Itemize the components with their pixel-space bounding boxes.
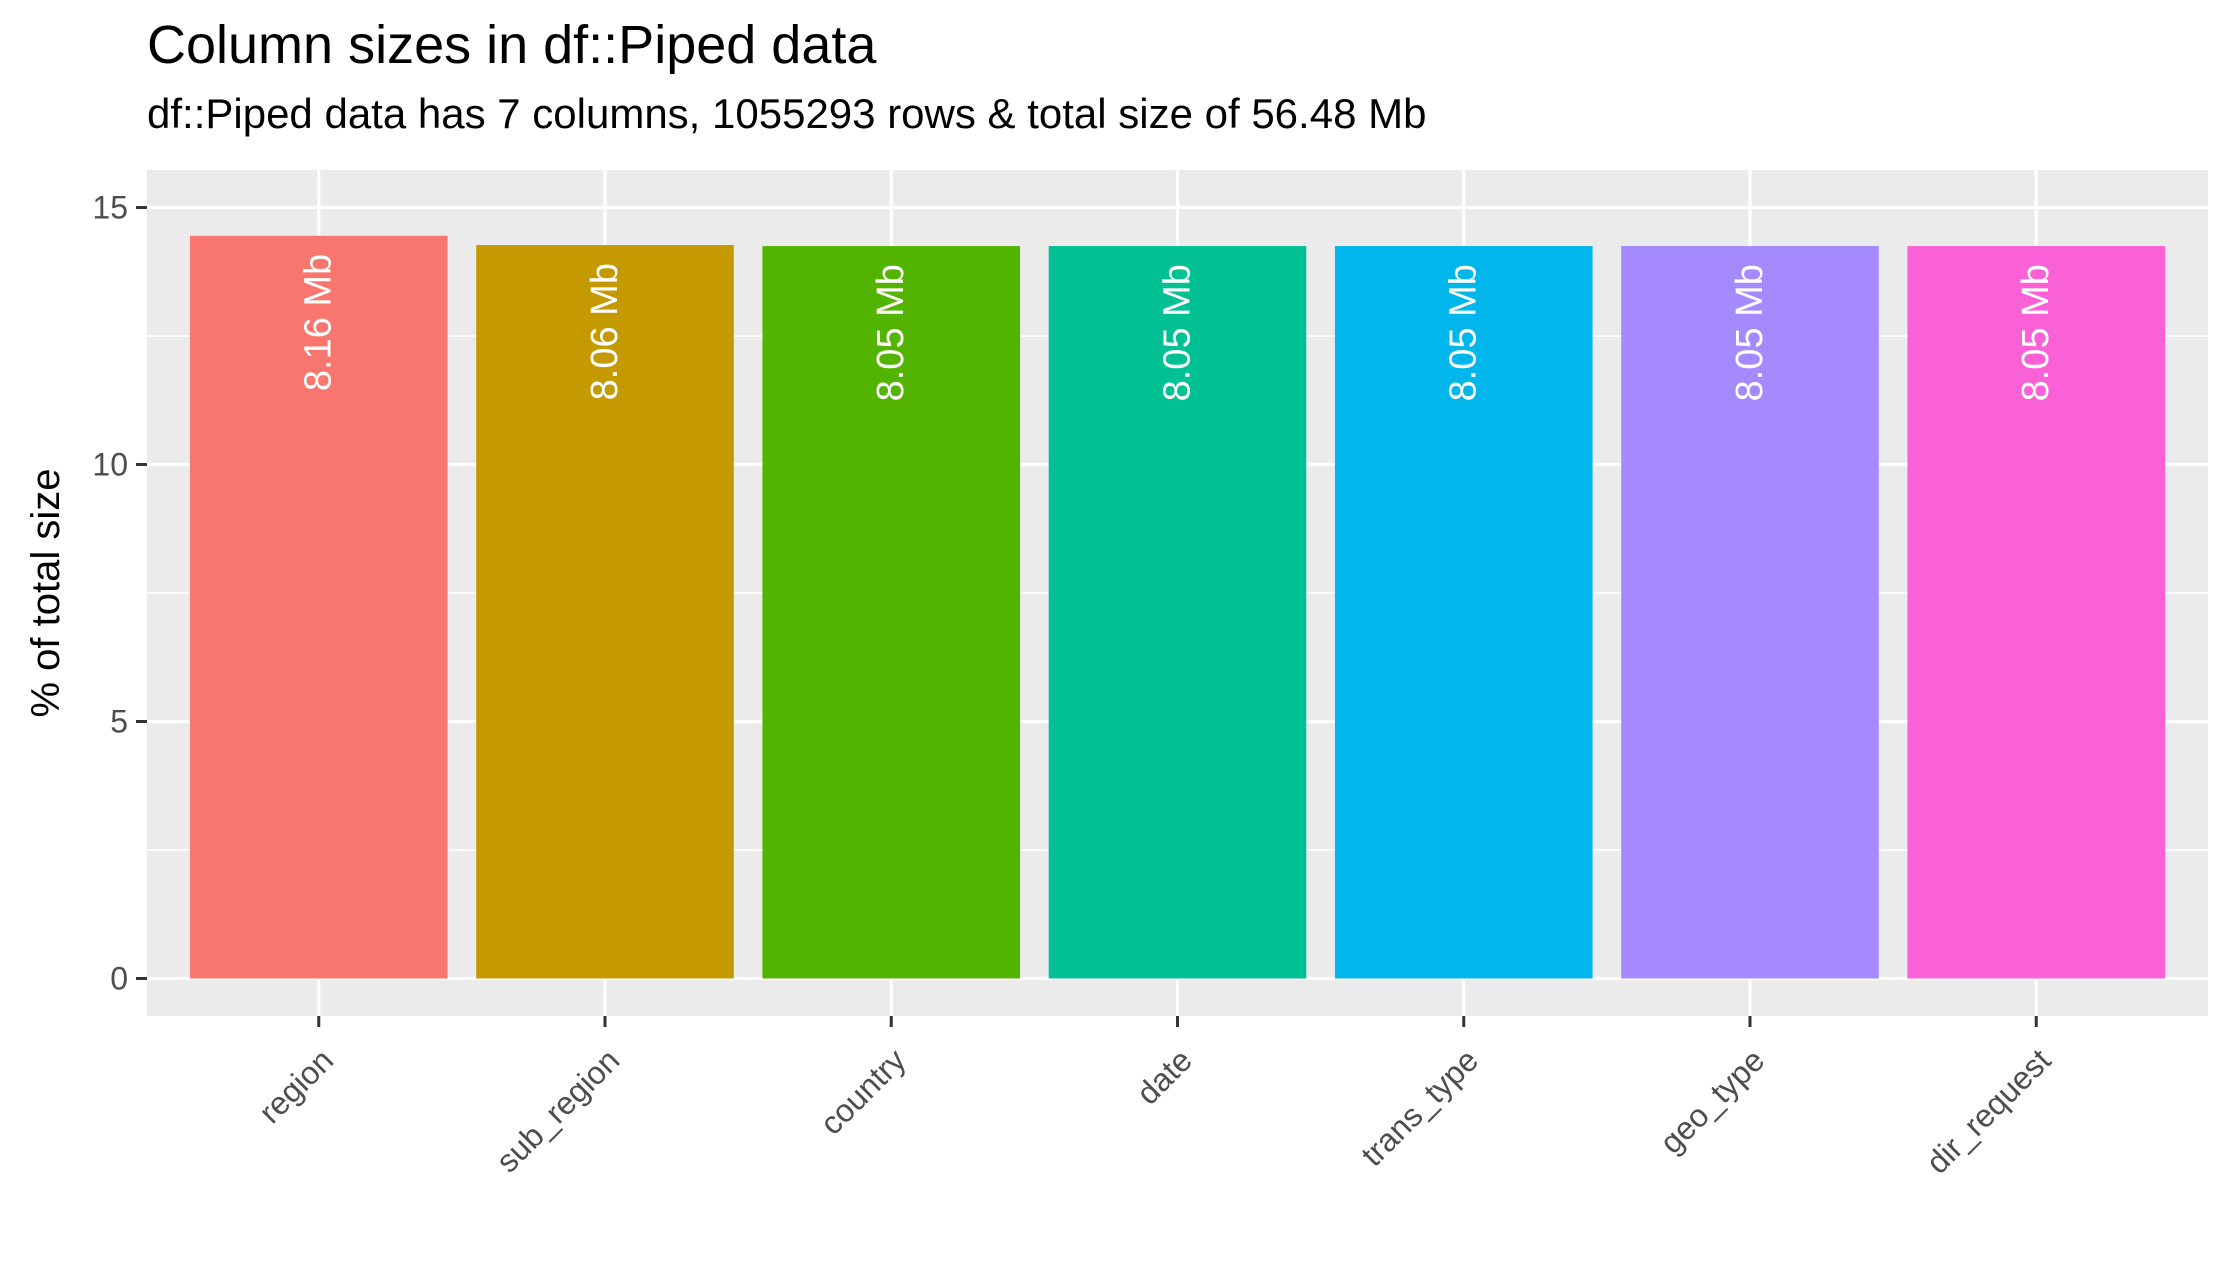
x-tick-label: geo_type bbox=[1653, 1042, 1772, 1161]
chart-title: Column sizes in df::Piped data bbox=[147, 15, 877, 75]
x-tick-label: date bbox=[1129, 1042, 1198, 1111]
bar-label: 8.06 Mb bbox=[584, 263, 626, 400]
y-tick-label: 10 bbox=[92, 447, 128, 483]
bar-label: 8.05 Mb bbox=[870, 264, 912, 401]
y-tick-label: 0 bbox=[110, 960, 128, 996]
bar-label: 8.05 Mb bbox=[1443, 264, 1485, 401]
bar-sub_region bbox=[476, 245, 734, 979]
y-axis-title: % of total size bbox=[24, 468, 68, 717]
bar-label: 8.05 Mb bbox=[1729, 264, 1771, 401]
chart-subtitle: df::Piped data has 7 columns, 1055293 ro… bbox=[147, 90, 1427, 137]
bar-label: 8.16 Mb bbox=[298, 254, 340, 391]
x-tick-label: region bbox=[252, 1042, 340, 1130]
bar-date bbox=[1048, 246, 1307, 979]
bar-geo_type bbox=[1621, 246, 1879, 979]
x-tick-label: sub_region bbox=[489, 1042, 626, 1179]
bar-trans_type bbox=[1334, 246, 1593, 979]
y-tick-label: 5 bbox=[110, 703, 128, 739]
bar-label: 8.05 Mb bbox=[1157, 264, 1199, 401]
bar-region bbox=[189, 235, 448, 979]
x-tick-label: country bbox=[813, 1042, 913, 1142]
bars: 8.16 Mb 8.06 Mb 8.05 Mb 8.05 Mb 8.05 Mb 8.05 … bbox=[189, 235, 2166, 979]
bar-country bbox=[762, 246, 1021, 979]
x-tick-label: trans_type bbox=[1354, 1042, 1485, 1173]
x-tick-label: dir_request bbox=[1919, 1042, 2058, 1181]
bar-dir_request bbox=[1907, 246, 2166, 979]
y-tick-label: 15 bbox=[92, 190, 128, 226]
bar-label: 8.05 Mb bbox=[2015, 264, 2057, 401]
